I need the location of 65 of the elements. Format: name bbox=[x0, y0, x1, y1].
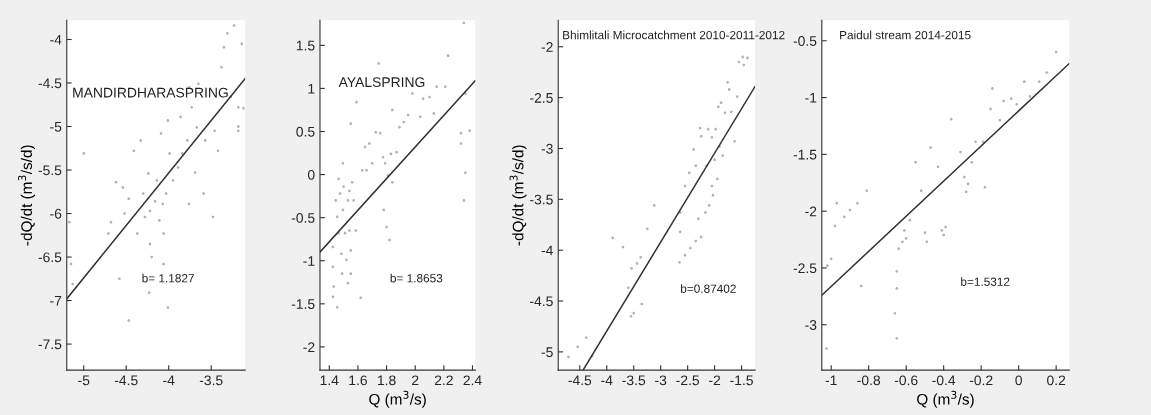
x-tick-label: -3.5 bbox=[622, 375, 646, 386]
annotation: b= 1.8653 bbox=[390, 273, 443, 283]
y-tick-label: 1.5 bbox=[296, 40, 315, 51]
x-tick-label: 2 bbox=[412, 375, 419, 386]
x-tick-label: -5 bbox=[78, 375, 90, 386]
y-tick-label: -5 bbox=[50, 121, 62, 132]
y-axis-title: -dQ/dt (m$^{3}$/s/d) bbox=[18, 145, 36, 246]
x-tick-label: 0.2 bbox=[1047, 375, 1066, 386]
y-tick-label: -6.5 bbox=[38, 252, 62, 263]
y-tick-label: -7.5 bbox=[38, 339, 62, 350]
y-tick-label: -3 bbox=[541, 143, 553, 154]
y-tick-label: -1.5 bbox=[793, 149, 817, 160]
y-tick-label: -0.5 bbox=[793, 36, 817, 46]
y-axis-title: -dQ/dt (m$^{3}$/s/d) bbox=[509, 145, 527, 246]
x-tick-label: -4.5 bbox=[568, 375, 592, 386]
annotation: Paidul stream 2014-2015 bbox=[840, 30, 971, 40]
x-tick-label: -0.6 bbox=[894, 375, 918, 386]
x-tick-label: -4.5 bbox=[114, 375, 138, 386]
y-tick-label: -3 bbox=[805, 320, 817, 330]
annotation: b= 1.1827 bbox=[142, 273, 194, 283]
y-tick-label: -1.5 bbox=[291, 299, 315, 309]
y-tick-label: -2 bbox=[805, 206, 817, 217]
x-tick-label: 1.8 bbox=[377, 375, 396, 386]
x-tick-label: -3 bbox=[655, 375, 667, 386]
x-tick-label: -0.8 bbox=[857, 375, 881, 386]
x-tick-label: -1.5 bbox=[730, 375, 753, 386]
x-tick-label: 2.2 bbox=[434, 375, 453, 386]
y-tick-label: -4 bbox=[50, 34, 62, 45]
y-tick-label: 0.5 bbox=[296, 126, 315, 137]
x-tick-label: 2.4 bbox=[463, 375, 482, 386]
annotation: MANDIRDHARASPRING bbox=[73, 87, 228, 98]
y-tick-label: 1 bbox=[308, 83, 315, 94]
x-tick-label: -4 bbox=[601, 375, 613, 386]
x-tick-label: 1.4 bbox=[320, 375, 339, 386]
y-tick-label: -2.5 bbox=[793, 263, 817, 274]
x-tick-label: -0.2 bbox=[969, 375, 993, 386]
y-tick-label: -5.5 bbox=[38, 165, 62, 176]
y-tick-label: -1 bbox=[303, 256, 315, 266]
x-tick-label: -1 bbox=[825, 375, 837, 386]
y-tick-label: -5 bbox=[541, 347, 553, 358]
x-tick-label: -2 bbox=[709, 375, 721, 386]
y-tick-label: 0 bbox=[307, 169, 315, 180]
x-tick-label: -4 bbox=[163, 375, 175, 386]
x-tick-label: -2.5 bbox=[676, 375, 700, 386]
y-tick-label: -3.5 bbox=[530, 194, 553, 205]
x-axis-title: Q (m$^{3}$/s) bbox=[917, 390, 974, 408]
x-tick-label: 0 bbox=[1015, 375, 1022, 386]
annotation: AYALSPRING bbox=[338, 77, 425, 88]
annotation: b=0.87402 bbox=[681, 284, 736, 293]
x-tick-label: 1.6 bbox=[349, 375, 367, 386]
y-tick-label: -4 bbox=[541, 245, 553, 256]
x-tick-label: -0.4 bbox=[932, 375, 956, 386]
y-tick-label: -7 bbox=[50, 296, 62, 306]
y-tick-label: -2 bbox=[303, 342, 315, 352]
y-tick-label: -4.5 bbox=[38, 78, 62, 89]
x-tick-label: -3.5 bbox=[199, 375, 223, 386]
y-tick-label: -2.5 bbox=[530, 92, 553, 103]
y-tick-label: -6 bbox=[50, 208, 62, 219]
y-tick-label: -1 bbox=[805, 93, 817, 103]
x-axis-title: Q (m$^{3}$/s) bbox=[369, 390, 426, 408]
annotation: b=1.5312 bbox=[961, 277, 1010, 286]
y-tick-label: -0.5 bbox=[291, 213, 315, 223]
annotation: Bhimlitali Microcatchment 2010-2011-2012 bbox=[563, 30, 785, 40]
y-tick-label: -4.5 bbox=[530, 296, 553, 307]
y-tick-label: -2 bbox=[541, 42, 553, 52]
